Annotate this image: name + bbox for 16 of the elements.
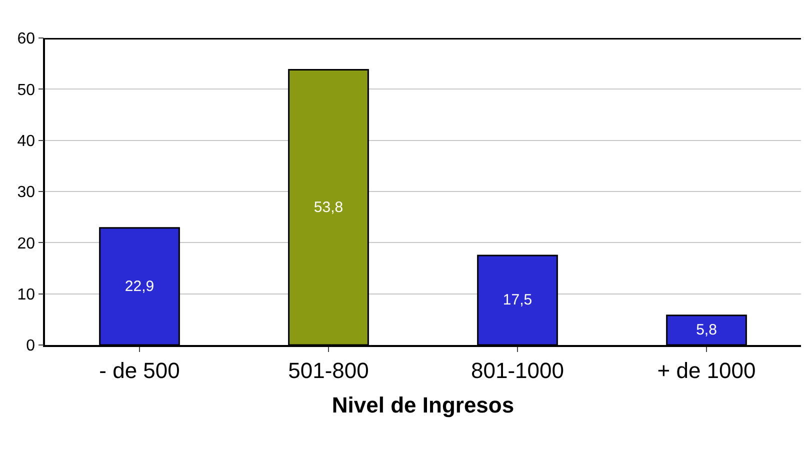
data-label: 17,5 bbox=[502, 292, 532, 309]
y-tick-label: 60 bbox=[17, 30, 36, 48]
y-tick-label: 50 bbox=[17, 82, 36, 99]
x-axis-title: Nivel de Ingresos bbox=[332, 392, 514, 418]
y-tick-label: 20 bbox=[17, 235, 36, 252]
y-tick-label: 0 bbox=[26, 338, 36, 355]
x-tick-label: 501-800 bbox=[288, 358, 369, 384]
x-tick-label: 801-1000 bbox=[471, 358, 564, 384]
y-tick-label: 30 bbox=[17, 184, 36, 202]
x-tick-label: - de 500 bbox=[99, 358, 180, 384]
x-tick-label: + de 1000 bbox=[657, 358, 756, 384]
y-tick-label: 40 bbox=[17, 132, 36, 150]
y-tick-label: 10 bbox=[17, 286, 36, 304]
data-label: 53,8 bbox=[314, 198, 344, 216]
data-label: 22,9 bbox=[124, 278, 154, 295]
data-label: 5,8 bbox=[696, 322, 717, 339]
